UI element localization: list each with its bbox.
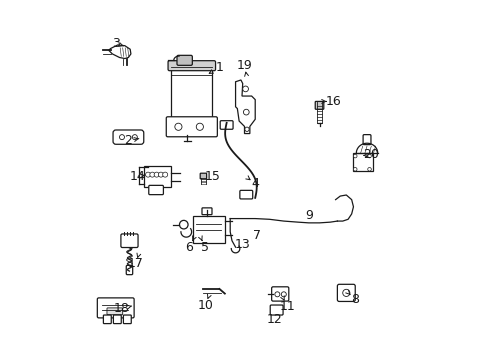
FancyBboxPatch shape [270, 305, 283, 315]
Circle shape [242, 86, 248, 92]
Circle shape [367, 154, 370, 158]
Circle shape [367, 167, 370, 171]
Bar [171, 67, 212, 121]
FancyBboxPatch shape [113, 130, 143, 144]
Circle shape [154, 172, 159, 177]
Text: 4: 4 [251, 177, 259, 190]
Circle shape [179, 220, 188, 229]
Text: 3: 3 [112, 37, 120, 50]
FancyBboxPatch shape [107, 308, 122, 315]
Text: 11: 11 [279, 300, 295, 313]
Text: 20: 20 [363, 148, 379, 162]
FancyBboxPatch shape [148, 185, 163, 195]
Circle shape [149, 172, 155, 177]
Text: 2: 2 [124, 134, 132, 147]
Circle shape [145, 172, 150, 177]
Circle shape [119, 135, 124, 140]
Text: 16: 16 [325, 95, 341, 108]
FancyBboxPatch shape [123, 315, 131, 324]
Text: 5: 5 [201, 241, 209, 255]
Circle shape [342, 289, 349, 296]
Text: 19: 19 [236, 59, 252, 72]
FancyBboxPatch shape [97, 298, 134, 318]
Circle shape [353, 154, 356, 158]
Circle shape [196, 123, 203, 130]
Text: 10: 10 [197, 298, 213, 311]
FancyBboxPatch shape [121, 234, 138, 248]
Circle shape [175, 123, 182, 130]
Polygon shape [108, 45, 131, 59]
FancyBboxPatch shape [271, 287, 288, 301]
Circle shape [281, 292, 285, 297]
Circle shape [243, 109, 248, 115]
Polygon shape [235, 80, 255, 134]
FancyBboxPatch shape [220, 121, 233, 129]
Text: 1: 1 [215, 61, 223, 74]
Text: 15: 15 [204, 170, 220, 183]
Text: 14: 14 [129, 170, 145, 183]
Circle shape [244, 127, 248, 131]
Bar [144, 166, 171, 187]
FancyBboxPatch shape [240, 190, 252, 199]
FancyBboxPatch shape [202, 208, 212, 215]
Circle shape [163, 172, 167, 177]
FancyBboxPatch shape [126, 265, 132, 275]
Bar [192, 216, 224, 243]
Bar [353, 153, 372, 171]
FancyBboxPatch shape [103, 315, 111, 324]
Text: 7: 7 [252, 229, 261, 242]
Text: 18: 18 [113, 302, 129, 315]
FancyBboxPatch shape [337, 284, 354, 301]
Text: 17: 17 [127, 257, 143, 270]
Text: 6: 6 [185, 241, 193, 255]
FancyBboxPatch shape [168, 61, 215, 71]
Text: 13: 13 [234, 238, 250, 251]
FancyBboxPatch shape [315, 102, 323, 109]
Text: 12: 12 [266, 313, 282, 326]
Circle shape [132, 135, 137, 140]
Text: 9: 9 [304, 209, 312, 222]
FancyBboxPatch shape [363, 135, 370, 145]
Circle shape [274, 292, 279, 297]
Text: 8: 8 [350, 293, 359, 306]
FancyBboxPatch shape [200, 173, 206, 179]
FancyBboxPatch shape [166, 117, 217, 137]
Circle shape [158, 172, 163, 177]
Circle shape [353, 167, 356, 171]
FancyBboxPatch shape [177, 55, 192, 65]
FancyBboxPatch shape [113, 315, 121, 324]
